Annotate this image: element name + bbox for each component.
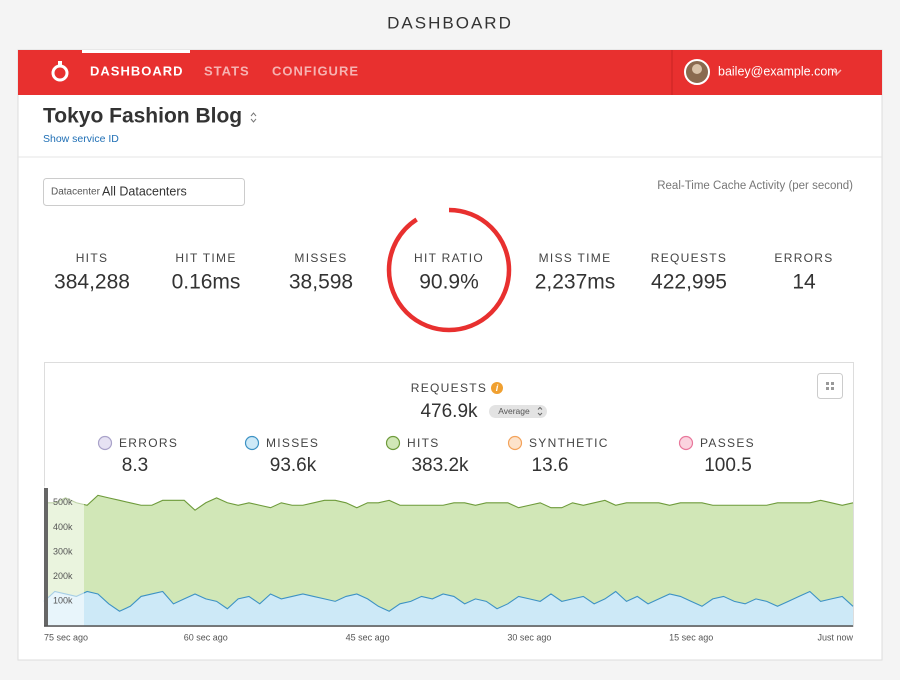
user-email[interactable]: bailey@example.com: [718, 64, 838, 78]
logo[interactable]: [51, 64, 69, 82]
logo-stem: [58, 61, 62, 65]
area-line: [43, 590, 854, 612]
x-tick-label: 15 sec ago: [669, 632, 713, 642]
legend-swatch: [678, 435, 694, 451]
nav-tab[interactable]: STATS: [204, 63, 250, 78]
left-fade: [44, 486, 84, 626]
stat-label: ERRORS: [774, 251, 833, 265]
aggregate-arrows: [537, 406, 543, 416]
stat-label: MISSES: [294, 251, 347, 265]
legend-label: MISSES: [266, 436, 319, 450]
x-tick-label: 60 sec ago: [184, 632, 228, 642]
navbar: [18, 50, 882, 95]
chart-total: 476.9k: [420, 401, 478, 422]
stat-value: 384,288: [54, 271, 130, 294]
expand-icon: [826, 382, 834, 390]
activity-label: Real-Time Cache Activity (per second): [657, 180, 853, 192]
y-tick-label: 100k: [53, 596, 73, 606]
y-tick-label: 400k: [53, 522, 73, 532]
x-tick-label: 75 sec ago: [44, 632, 88, 642]
y-tick-label: 200k: [53, 571, 73, 581]
area-line: [44, 494, 854, 511]
service-id-link[interactable]: Show service ID: [43, 133, 119, 145]
service-name: Tokyo Fashion Blog: [43, 105, 242, 128]
info-glyph: i: [496, 383, 499, 393]
legend-swatch: [244, 435, 260, 451]
legend-value: 100.5: [704, 455, 752, 476]
legend-value: 8.3: [122, 455, 148, 476]
nav-tab[interactable]: DASHBOARD: [90, 63, 184, 78]
legend-value: 13.6: [532, 455, 569, 476]
datacenter-label: Datacenter: [51, 187, 101, 198]
legend-swatch: [507, 435, 523, 451]
aggregate-label: Average: [498, 406, 530, 416]
stat-label: HIT TIME: [175, 251, 236, 265]
info-icon[interactable]: [491, 382, 503, 394]
stat-label: HITS: [76, 251, 109, 265]
area-fill: [44, 495, 853, 612]
legend-swatch: [385, 435, 401, 451]
stat-value: 38,598: [289, 271, 353, 294]
expand-button[interactable]: [817, 373, 843, 399]
legend-label: PASSES: [700, 436, 755, 450]
legend-label: SYNTHETIC: [529, 436, 609, 450]
x-tick-label: Just now: [817, 632, 853, 642]
x-tick-label: 30 sec ago: [507, 632, 551, 642]
nav-tab[interactable]: CONFIGURE: [272, 63, 359, 78]
hit-ratio-gauge: [386, 207, 512, 333]
y-tick-label: 300k: [53, 546, 73, 556]
aggregate-pill[interactable]: [489, 405, 547, 418]
legend-value: 93.6k: [270, 455, 317, 476]
y-tick-label: 500k: [53, 497, 73, 507]
stat-label: MISS TIME: [539, 251, 612, 265]
stat-value: 0.16ms: [172, 271, 241, 294]
legend-value: 383.2k: [411, 455, 469, 476]
datacenter-select[interactable]: [43, 178, 245, 206]
service-switcher[interactable]: [250, 112, 257, 123]
avatar-face: [692, 64, 702, 74]
stat-value: 2,237ms: [535, 271, 616, 294]
datacenter-value: All Datacenters: [102, 184, 187, 198]
area-fill: [44, 591, 853, 626]
stat-value: 90.9%: [419, 271, 479, 294]
legend-label: ERRORS: [119, 436, 178, 450]
legend-label: HITS: [407, 436, 440, 450]
legend-swatch: [97, 435, 113, 451]
active-tab-indicator: [82, 50, 190, 53]
stat-label: REQUESTS: [651, 251, 727, 265]
x-tick-label: 45 sec ago: [346, 632, 390, 642]
stat-value: 14: [792, 271, 816, 294]
y-axis-bar: [44, 488, 48, 626]
stat-value: 422,995: [651, 271, 727, 294]
chart-title: REQUESTS: [411, 381, 487, 395]
stat-label: HIT RATIO: [414, 251, 484, 265]
page-title: DASHBOARD: [387, 13, 513, 32]
user-menu-chevron[interactable]: [832, 69, 842, 76]
